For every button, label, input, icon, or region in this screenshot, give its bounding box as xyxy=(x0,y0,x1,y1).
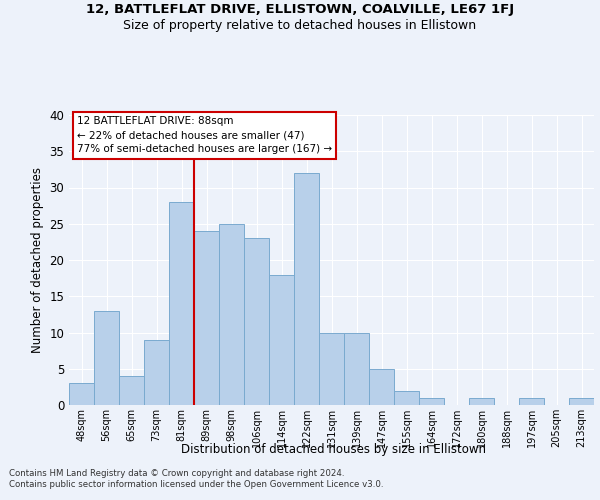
Bar xyxy=(294,173,319,405)
Bar xyxy=(169,202,194,405)
Bar xyxy=(394,390,419,405)
Bar xyxy=(244,238,269,405)
Bar xyxy=(219,224,244,405)
Bar xyxy=(319,332,344,405)
Bar xyxy=(344,332,369,405)
Bar xyxy=(269,274,294,405)
Text: Contains public sector information licensed under the Open Government Licence v3: Contains public sector information licen… xyxy=(9,480,383,489)
Y-axis label: Number of detached properties: Number of detached properties xyxy=(31,167,44,353)
Text: 12 BATTLEFLAT DRIVE: 88sqm
← 22% of detached houses are smaller (47)
77% of semi: 12 BATTLEFLAT DRIVE: 88sqm ← 22% of deta… xyxy=(77,116,332,154)
Bar xyxy=(369,369,394,405)
Bar xyxy=(519,398,544,405)
Bar xyxy=(119,376,144,405)
Bar xyxy=(419,398,444,405)
Text: Distribution of detached houses by size in Ellistown: Distribution of detached houses by size … xyxy=(181,442,485,456)
Text: 12, BATTLEFLAT DRIVE, ELLISTOWN, COALVILLE, LE67 1FJ: 12, BATTLEFLAT DRIVE, ELLISTOWN, COALVIL… xyxy=(86,2,514,16)
Text: Size of property relative to detached houses in Ellistown: Size of property relative to detached ho… xyxy=(124,18,476,32)
Bar xyxy=(194,231,219,405)
Bar xyxy=(94,310,119,405)
Bar xyxy=(569,398,594,405)
Bar xyxy=(69,383,94,405)
Bar xyxy=(144,340,169,405)
Bar xyxy=(469,398,494,405)
Text: Contains HM Land Registry data © Crown copyright and database right 2024.: Contains HM Land Registry data © Crown c… xyxy=(9,468,344,477)
